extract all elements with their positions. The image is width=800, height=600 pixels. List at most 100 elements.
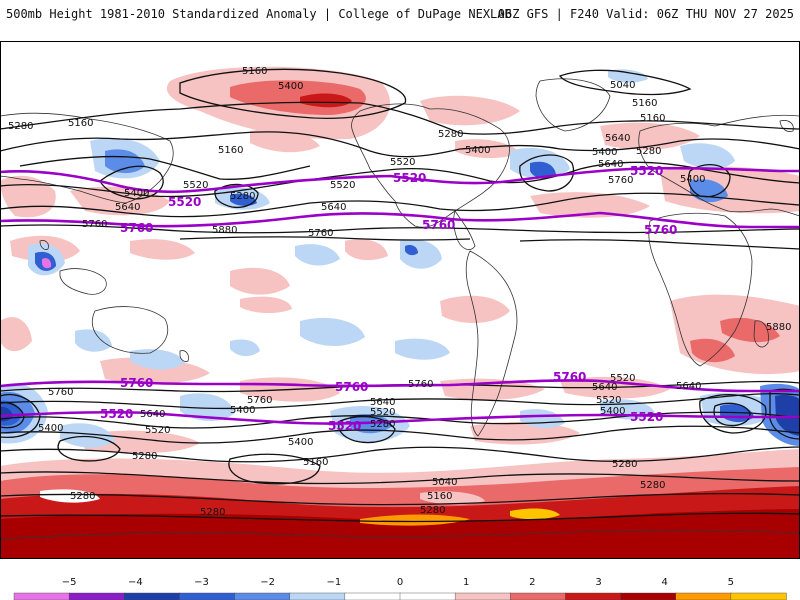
height-label: 5760 (247, 395, 272, 406)
height-label: 5280 (200, 507, 225, 518)
height-label: 5640 (598, 159, 623, 170)
colorbar-tick-label: −5 (62, 577, 77, 588)
height-label: 5400 (230, 405, 255, 416)
height-label: 5520 (145, 425, 170, 436)
height-contours (0, 68, 800, 523)
colorbar-segments (13, 592, 787, 600)
highlight-contours (0, 166, 800, 425)
highlight-label: 5520 (168, 195, 201, 209)
height-label: 5280 (420, 505, 445, 516)
height-label: 5160 (427, 491, 452, 502)
height-label: 5400 (38, 423, 63, 434)
colorbar-segment (344, 592, 401, 600)
height-label: 5280 (70, 491, 95, 502)
highlight-label: 5760 (644, 223, 677, 237)
height-label: 5760 (608, 175, 633, 186)
highlight-label: 5520 (328, 419, 361, 433)
colorbar-ticks: −5 −4 −3 −2 −1 0 1 2 3 4 5 (62, 577, 734, 588)
colorbar: −5 −4 −3 −2 −1 0 1 2 3 4 5 (0, 568, 800, 600)
colorbar-segment (675, 592, 732, 600)
anomaly-map: 5160 5400 5040 5160 5280 5160 5160 5280 … (0, 41, 800, 559)
highlight-label: 5760 (120, 221, 153, 235)
highlight-label: 5760 (422, 218, 455, 232)
height-label: 5400 (600, 406, 625, 417)
highlight-label: 5520 (630, 410, 663, 424)
height-label: 5400 (278, 81, 303, 92)
map-panel: 5160 5400 5040 5160 5280 5160 5160 5280 … (0, 41, 800, 559)
height-label: 5040 (610, 80, 635, 91)
colorbar-tick-label: 3 (595, 577, 601, 588)
colorbar-graphic: −5 −4 −3 −2 −1 0 1 2 3 4 5 (13, 577, 787, 600)
colorbar-segment (13, 592, 70, 600)
highlight-label: 5520 (393, 171, 426, 185)
highlight-label: 5760 (120, 376, 153, 390)
colorbar-tick-label: −4 (128, 577, 143, 588)
highlight-label: 5520 (630, 164, 663, 178)
highlight-label: 5520 (100, 407, 133, 421)
height-label: 5640 (140, 409, 165, 420)
height-label: 5400 (124, 188, 149, 199)
height-label: 5280 (370, 419, 395, 430)
colorbar-tick-label: 1 (463, 577, 469, 588)
height-label: 5160 (640, 113, 665, 124)
height-label: 5400 (465, 145, 490, 156)
colorbar-segment (68, 592, 125, 600)
colorbar-segment (730, 592, 787, 600)
height-label: 5640 (676, 381, 701, 392)
height-label: 5280 (8, 121, 33, 132)
colorbar-segment (454, 592, 511, 600)
height-label: 5880 (766, 322, 791, 333)
highlight-label: 5760 (553, 370, 586, 384)
highlight-labels: 5520 5520 5760 5760 5760 5760 5760 5760 … (100, 164, 677, 433)
colorbar-tick-label: −2 (260, 577, 275, 588)
height-label: 5760 (308, 228, 333, 239)
height-label: 5640 (115, 202, 140, 213)
height-label: 5280 (640, 480, 665, 491)
colorbar-tick-label: 5 (728, 577, 734, 588)
height-label: 5880 (212, 225, 237, 236)
height-label: 5760 (82, 219, 107, 230)
height-label: 5400 (288, 437, 313, 448)
colorbar-segment (565, 592, 622, 600)
height-label: 5160 (303, 457, 328, 468)
height-label: 5640 (321, 202, 346, 213)
height-label: 5400 (680, 174, 705, 185)
colorbar-segment (399, 592, 456, 600)
height-label: 5520 (596, 395, 621, 406)
height-label: 5520 (183, 180, 208, 191)
colorbar-segment (289, 592, 346, 600)
height-label: 5640 (592, 382, 617, 393)
colorbar-tick-label: −3 (194, 577, 209, 588)
height-label: 5160 (68, 118, 93, 129)
height-label: 5640 (605, 133, 630, 144)
colorbar-tick-label: −1 (326, 577, 341, 588)
height-label: 5520 (610, 373, 635, 384)
height-label: 5520 (390, 157, 415, 168)
height-label: 5160 (632, 98, 657, 109)
colorbar-tick-label: 0 (397, 577, 403, 588)
colorbar-segment (179, 592, 236, 600)
map-title: 500mb Height 1981-2010 Standardized Anom… (6, 7, 512, 21)
header: 500mb Height 1981-2010 Standardized Anom… (0, 0, 800, 40)
height-label: 5160 (218, 145, 243, 156)
colorbar-tick-label: 2 (529, 577, 535, 588)
height-label: 5400 (592, 147, 617, 158)
height-label: 5280 (612, 459, 637, 470)
height-label: 5280 (636, 146, 661, 157)
height-label: 5520 (330, 180, 355, 191)
contour-labels: 5160 5400 5040 5160 5280 5160 5160 5280 … (8, 66, 791, 518)
model-run-info: 06Z GFS | F240 Valid: 06Z THU NOV 27 202… (497, 7, 794, 21)
height-label: 5280 (132, 451, 157, 462)
colorbar-segment (234, 592, 291, 600)
colorbar-segment (124, 592, 181, 600)
height-label: 5640 (370, 397, 395, 408)
height-label: 5280 (438, 129, 463, 140)
height-label: 5160 (242, 66, 267, 77)
height-label: 5280 (230, 191, 255, 202)
height-label: 5520 (370, 407, 395, 418)
highlight-label: 5760 (335, 380, 368, 394)
colorbar-segment (620, 592, 677, 600)
colorbar-segment (510, 592, 567, 600)
height-label: 5760 (408, 379, 433, 390)
height-label: 5040 (432, 477, 457, 488)
